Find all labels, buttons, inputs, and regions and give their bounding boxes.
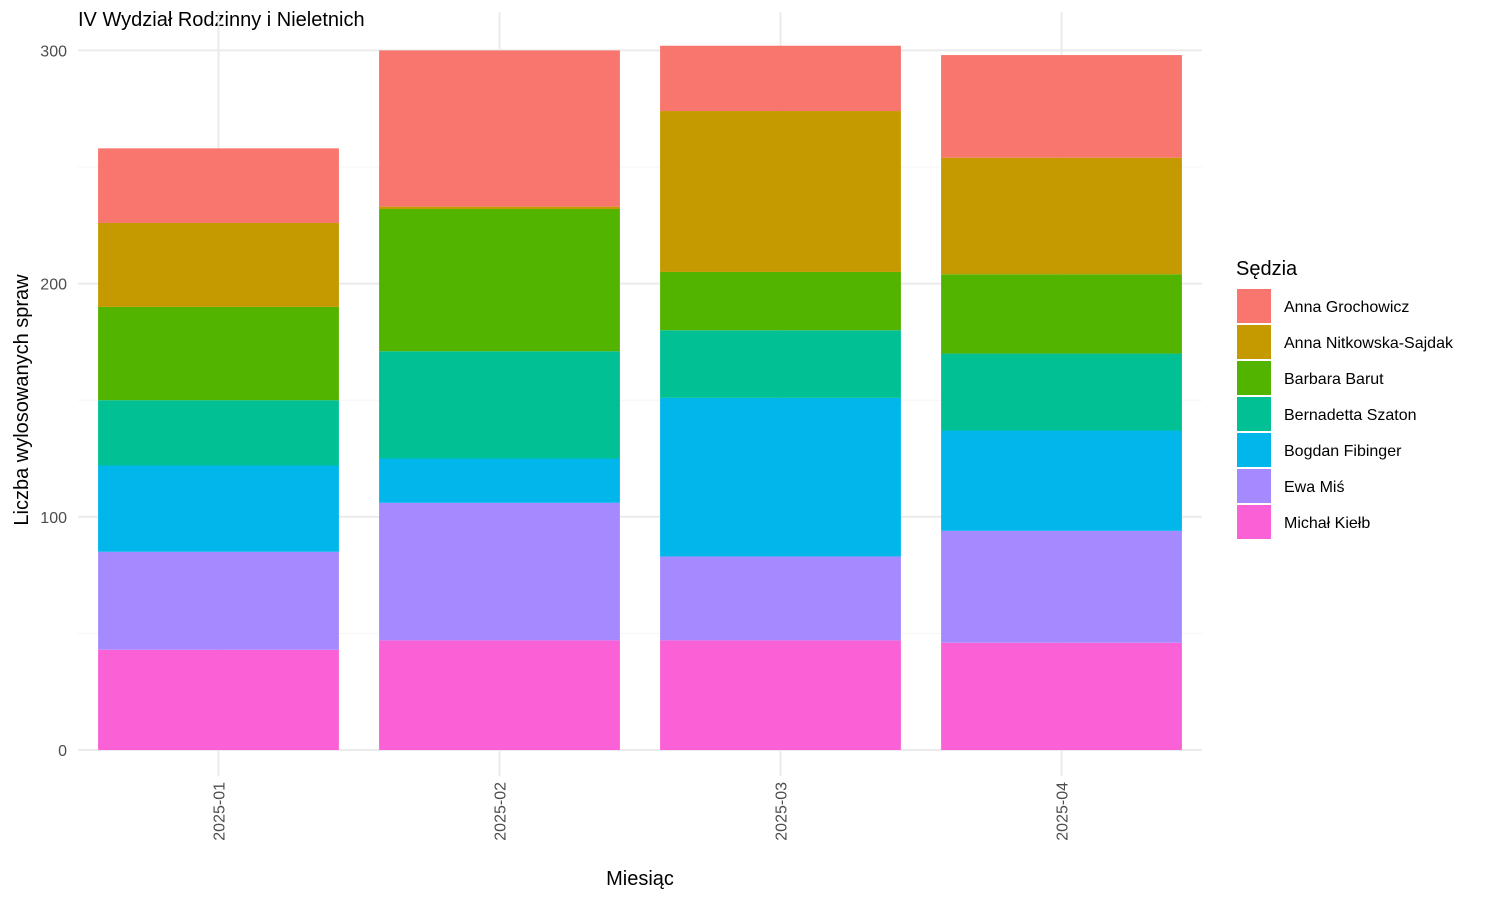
- bar-segment: [941, 274, 1182, 354]
- bar-segment: [98, 649, 339, 750]
- legend: Sędzia Anna Grochowicz Anna Nitkowska-Saj…: [1236, 258, 1454, 539]
- bar-segment: [379, 458, 620, 503]
- bar-segment: [379, 50, 620, 207]
- bar-segment: [660, 640, 901, 750]
- legend-label: Barbara Barut: [1284, 371, 1384, 388]
- bar-segment: [941, 157, 1182, 275]
- legend-swatch: [1237, 325, 1271, 359]
- bar-segment: [941, 55, 1182, 158]
- bar-segment: [379, 206, 620, 209]
- legend-swatch: [1237, 469, 1271, 503]
- legend-label: Anna Nitkowska-Sajdak: [1284, 335, 1454, 352]
- legend-label: Michał Kiełb: [1284, 515, 1370, 532]
- bar-segment: [660, 45, 901, 112]
- legend-items: Anna Grochowicz Anna Nitkowska-Sajdak Barb…: [1237, 289, 1454, 539]
- bar-segment: [98, 465, 339, 552]
- bar-segment: [660, 330, 901, 398]
- legend-swatch: [1237, 397, 1271, 431]
- bar-segment: [98, 551, 339, 650]
- y-tick-label: 100: [40, 510, 67, 527]
- legend-swatch: [1237, 289, 1271, 323]
- chart-title: IV Wydział Rodzinny i Nieletnich: [78, 9, 365, 31]
- bar-segment: [660, 271, 901, 331]
- y-tick-label: 0: [58, 743, 67, 760]
- x-axis-title: Miesiąc: [606, 868, 674, 890]
- bar-segment: [660, 397, 901, 557]
- legend-label: Bernadetta Szaton: [1284, 407, 1417, 424]
- bar-segment: [379, 640, 620, 750]
- bar-segment: [379, 502, 620, 641]
- bar-segment: [98, 400, 339, 466]
- bar-segment: [660, 556, 901, 641]
- legend-label: Anna Grochowicz: [1284, 299, 1409, 316]
- bar-segment: [98, 306, 339, 401]
- x-tick-label: 2025-04: [1055, 782, 1072, 841]
- bar-segment: [941, 430, 1182, 531]
- x-tick-label: 2025-03: [774, 782, 791, 841]
- bars-layer: [98, 45, 1182, 750]
- legend-label: Ewa Miś: [1284, 479, 1344, 496]
- bar-segment: [98, 222, 339, 307]
- bar-segment: [98, 148, 339, 223]
- x-tick-label: 2025-02: [493, 782, 510, 841]
- x-axis-ticks: 2025-01 2025-02 2025-03 2025-04: [212, 782, 1072, 841]
- bar-segment: [379, 351, 620, 459]
- legend-title: Sędzia: [1236, 258, 1298, 280]
- bar-segment: [941, 642, 1182, 750]
- legend-swatch: [1237, 433, 1271, 467]
- legend-swatch: [1237, 505, 1271, 539]
- y-axis-title: Liczba wylosowanych spraw: [11, 274, 33, 526]
- x-tick-label: 2025-01: [212, 782, 229, 841]
- legend-label: Bogdan Fibinger: [1284, 443, 1402, 460]
- bar-segment: [660, 111, 901, 272]
- bar-segment: [941, 353, 1182, 431]
- legend-swatch: [1237, 361, 1271, 395]
- bar-segment: [941, 530, 1182, 643]
- bar-segment: [379, 208, 620, 352]
- y-tick-label: 300: [40, 43, 67, 60]
- y-tick-label: 200: [40, 277, 67, 294]
- y-axis-ticks: 0 100 200 300: [40, 43, 67, 760]
